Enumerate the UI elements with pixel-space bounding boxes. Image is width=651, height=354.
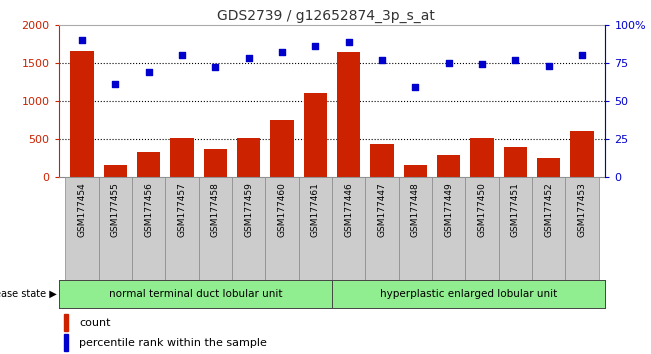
FancyBboxPatch shape (398, 177, 432, 280)
Point (177, 52, 187, 58)
FancyBboxPatch shape (98, 177, 132, 280)
Text: GSM177447: GSM177447 (378, 182, 387, 237)
Bar (404, 165, 427, 177)
Text: GSM177458: GSM177458 (211, 182, 220, 237)
Bar (237, 138, 260, 177)
FancyBboxPatch shape (65, 177, 98, 280)
Text: GSM177461: GSM177461 (311, 182, 320, 237)
Text: GSM177457: GSM177457 (178, 182, 186, 237)
Text: GSM177459: GSM177459 (244, 182, 253, 237)
Text: GSM177456: GSM177456 (144, 182, 153, 237)
Point (243, 56, 254, 61)
Bar (64, 314, 68, 331)
Point (277, 49, 287, 55)
Text: GSM177452: GSM177452 (544, 182, 553, 237)
FancyBboxPatch shape (299, 177, 332, 280)
Bar (303, 92, 327, 177)
Bar (337, 52, 361, 177)
Text: GSM177448: GSM177448 (411, 182, 420, 237)
Bar (70, 51, 94, 177)
Text: hyperplastic enlarged lobular unit: hyperplastic enlarged lobular unit (380, 289, 557, 299)
FancyBboxPatch shape (365, 177, 398, 280)
Bar (437, 155, 460, 177)
FancyBboxPatch shape (499, 177, 532, 280)
Text: GSM177450: GSM177450 (478, 182, 486, 237)
Point (110, 81, 120, 87)
Text: GSM177446: GSM177446 (344, 182, 353, 237)
Bar (137, 152, 160, 177)
Point (443, 60, 454, 66)
FancyBboxPatch shape (266, 177, 299, 280)
Point (310, 43, 320, 49)
Text: GSM177455: GSM177455 (111, 182, 120, 237)
Text: GDS2739 / g12652874_3p_s_at: GDS2739 / g12652874_3p_s_at (217, 9, 434, 23)
FancyBboxPatch shape (432, 177, 465, 280)
Point (577, 52, 587, 58)
FancyBboxPatch shape (465, 177, 499, 280)
Bar (171, 138, 193, 177)
FancyBboxPatch shape (199, 177, 232, 280)
Bar (570, 131, 594, 177)
FancyBboxPatch shape (165, 177, 199, 280)
Point (377, 57, 387, 63)
Point (510, 57, 521, 63)
FancyBboxPatch shape (232, 177, 266, 280)
Point (477, 62, 487, 67)
Bar (370, 144, 394, 177)
Point (77, 37, 87, 43)
Point (344, 39, 354, 44)
FancyBboxPatch shape (132, 177, 165, 280)
Bar (104, 165, 127, 177)
FancyBboxPatch shape (532, 177, 566, 280)
Text: GSM177451: GSM177451 (511, 182, 520, 237)
Point (544, 63, 554, 69)
Text: count: count (79, 318, 111, 327)
Text: disease state ▶: disease state ▶ (0, 289, 57, 299)
Text: normal terminal duct lobular unit: normal terminal duct lobular unit (109, 289, 282, 299)
Bar (504, 147, 527, 177)
Bar (270, 120, 294, 177)
Point (210, 64, 221, 70)
FancyBboxPatch shape (332, 177, 365, 280)
Text: GSM177454: GSM177454 (77, 182, 87, 237)
Text: GSM177460: GSM177460 (277, 182, 286, 237)
Bar (537, 158, 561, 177)
Text: GSM177449: GSM177449 (444, 182, 453, 237)
Bar (204, 149, 227, 177)
FancyBboxPatch shape (566, 177, 599, 280)
Bar (64, 335, 68, 350)
Point (410, 84, 421, 90)
Bar (471, 138, 493, 177)
Point (143, 69, 154, 75)
Text: percentile rank within the sample: percentile rank within the sample (79, 337, 267, 348)
Text: GSM177453: GSM177453 (577, 182, 587, 237)
